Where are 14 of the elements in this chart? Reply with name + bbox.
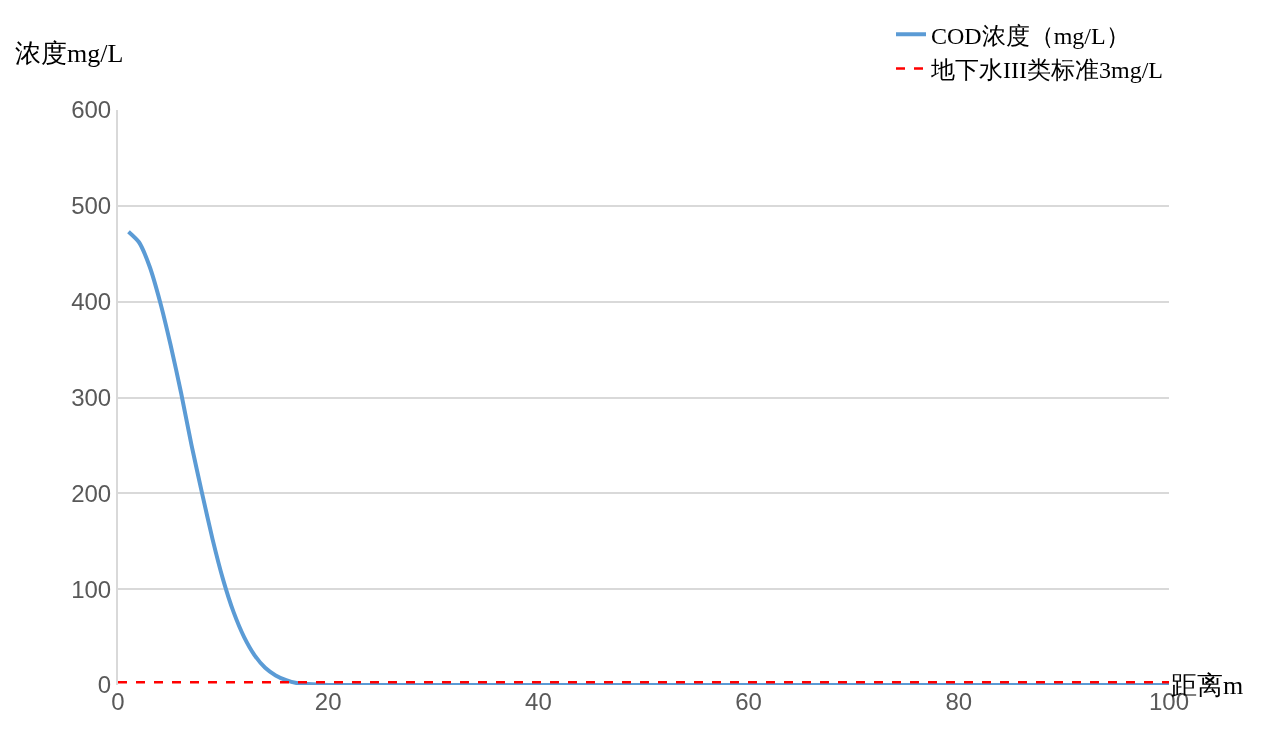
y-tick-label: 100 (71, 575, 112, 603)
y-tick-label: 500 (71, 192, 112, 220)
x-tick-label: 40 (525, 688, 552, 715)
line-series (126, 229, 1169, 685)
y-tick-label: 400 (71, 288, 112, 316)
y-tick-label: 300 (71, 383, 112, 411)
y-tick-label: 600 (71, 96, 112, 124)
y-tick-label: 200 (71, 479, 112, 507)
legend-label: 地下水III类标准3mg/L (930, 56, 1163, 83)
x-tick-label: 80 (945, 688, 973, 715)
legend-label: COD浓度（mg/L） (931, 22, 1130, 49)
x-tick-label: 60 (735, 688, 762, 715)
y-axis-title: 浓度mg/L (15, 39, 124, 68)
x-tick-label: 20 (314, 688, 342, 715)
